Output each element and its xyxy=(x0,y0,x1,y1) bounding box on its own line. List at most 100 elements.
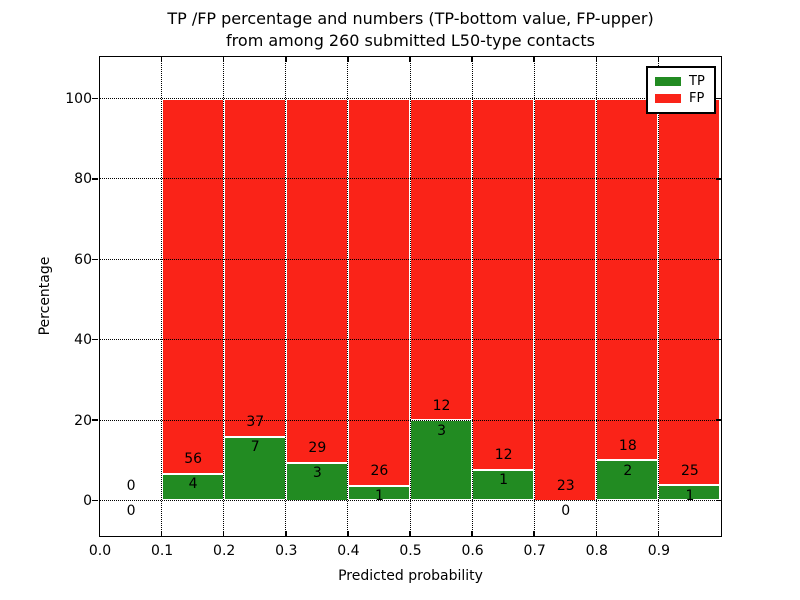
fp-count-label: 26 xyxy=(370,463,389,480)
x-tick-mark xyxy=(595,530,598,536)
x-tick-mark-top xyxy=(160,56,163,62)
x-tick-label: 0.5 xyxy=(399,543,422,559)
horizontal-gridline xyxy=(99,258,721,260)
x-tick-mark-top xyxy=(98,56,101,62)
fp-count-label: 12 xyxy=(494,447,513,464)
fp-count-label: 18 xyxy=(618,437,637,454)
tp-count-label: 2 xyxy=(623,462,633,479)
vertical-gridline xyxy=(595,56,597,536)
tp-count-label: 3 xyxy=(437,422,446,439)
fp-legend-swatch xyxy=(655,94,681,103)
y-tick-mark xyxy=(92,97,98,100)
x-tick-mark xyxy=(222,530,225,536)
x-tick-mark-top xyxy=(409,56,411,62)
x-tick-label: 0.7 xyxy=(523,543,546,559)
chart-title-line-1: TP /FP percentage and numbers (TP-bottom… xyxy=(167,9,654,28)
tp-count-label: 3 xyxy=(312,465,322,482)
tp-bar xyxy=(161,473,224,501)
y-tick-mark xyxy=(92,419,98,421)
vertical-gridline xyxy=(223,56,225,536)
vertical-gridline xyxy=(533,56,535,536)
y-tick-label: 20 xyxy=(74,412,92,429)
y-tick-mark-right xyxy=(715,419,721,421)
chart-title: TP /FP percentage and numbers (TP-bottom… xyxy=(100,8,721,52)
y-tick-label: 40 xyxy=(74,332,92,349)
x-tick-label: 0.3 xyxy=(275,543,298,559)
x-tick-label: 0.8 xyxy=(585,543,608,559)
y-tick-mark-right xyxy=(715,258,721,261)
y-tick-mark-right xyxy=(715,499,721,502)
x-tick-mark-top xyxy=(533,56,535,62)
tp-bar xyxy=(347,485,410,501)
x-tick-label: 0.0 xyxy=(88,543,112,559)
vertical-gridline xyxy=(161,56,163,536)
x-tick-mark xyxy=(98,530,101,536)
vertical-gridline xyxy=(285,56,287,536)
x-tick-mark-top xyxy=(347,56,349,62)
y-tick-mark-right xyxy=(715,178,721,180)
x-tick-mark-top xyxy=(285,56,287,62)
y-tick-label: 60 xyxy=(74,251,92,268)
fp-count-label: 56 xyxy=(184,451,203,468)
x-tick-mark-top xyxy=(595,56,598,62)
x-tick-mark xyxy=(533,530,535,536)
tp-count-label: 4 xyxy=(188,476,198,493)
x-tick-label: 0.1 xyxy=(150,543,174,559)
legend: TP FP xyxy=(646,66,716,114)
x-tick-label: 0.9 xyxy=(647,543,671,559)
legend-label-tp: TP xyxy=(689,74,705,89)
legend-item-tp: TP xyxy=(655,75,707,88)
fp-count-label: 0 xyxy=(126,478,136,494)
tp-bar xyxy=(285,462,348,501)
x-tick-label: 0.4 xyxy=(337,543,360,559)
x-axis-label: Predicted probability xyxy=(338,568,483,584)
fp-count-label: 12 xyxy=(432,397,451,414)
y-tick-mark-right xyxy=(715,338,721,341)
legend-item-fp: FP xyxy=(655,92,707,105)
vertical-gridline xyxy=(471,56,473,536)
fp-bar xyxy=(161,98,224,474)
horizontal-gridline xyxy=(99,419,721,421)
tp-bar xyxy=(223,436,286,501)
x-tick-mark-top xyxy=(471,56,473,62)
x-tick-mark xyxy=(409,530,411,536)
x-tick-label: 0.2 xyxy=(213,543,236,559)
tp-count-label: 1 xyxy=(685,487,695,504)
fp-bar xyxy=(223,98,286,437)
fp-bar xyxy=(534,98,597,501)
plot-area xyxy=(92,55,722,537)
horizontal-gridline xyxy=(99,500,721,501)
fp-bar xyxy=(285,98,348,463)
y-tick-mark xyxy=(92,499,98,502)
x-tick-mark xyxy=(657,530,660,536)
tp-bar xyxy=(596,460,659,501)
vertical-gridline xyxy=(657,56,659,536)
tp-count-label: 1 xyxy=(374,488,384,505)
fp-bar xyxy=(658,98,721,486)
x-tick-mark xyxy=(471,530,473,536)
y-tick-mark xyxy=(92,338,98,341)
horizontal-gridline xyxy=(99,178,721,180)
x-tick-mark xyxy=(347,530,349,536)
x-tick-mark xyxy=(285,530,287,536)
fp-bar xyxy=(347,98,410,486)
vertical-gridline xyxy=(347,56,349,536)
fp-count-label: 37 xyxy=(246,414,265,431)
tp-count-label: 0 xyxy=(561,503,571,519)
chart-title-line-2: from among 260 submitted L50-type contac… xyxy=(226,31,595,50)
y-tick-mark-right xyxy=(715,97,721,100)
fp-count-label: 29 xyxy=(308,440,327,457)
tp-count-label: 0 xyxy=(126,503,136,519)
tp-count-label: 1 xyxy=(499,472,509,489)
x-tick-mark-top xyxy=(222,56,225,62)
y-tick-label: 80 xyxy=(74,171,92,188)
tp-bar xyxy=(658,485,721,501)
y-tick-label: 100 xyxy=(65,91,92,107)
x-tick-label: 0.6 xyxy=(461,543,484,559)
tp-bar xyxy=(410,420,473,501)
y-tick-mark xyxy=(92,178,98,180)
y-tick-mark xyxy=(92,258,98,261)
tp-legend-swatch xyxy=(655,77,681,86)
fp-bar xyxy=(596,98,659,461)
